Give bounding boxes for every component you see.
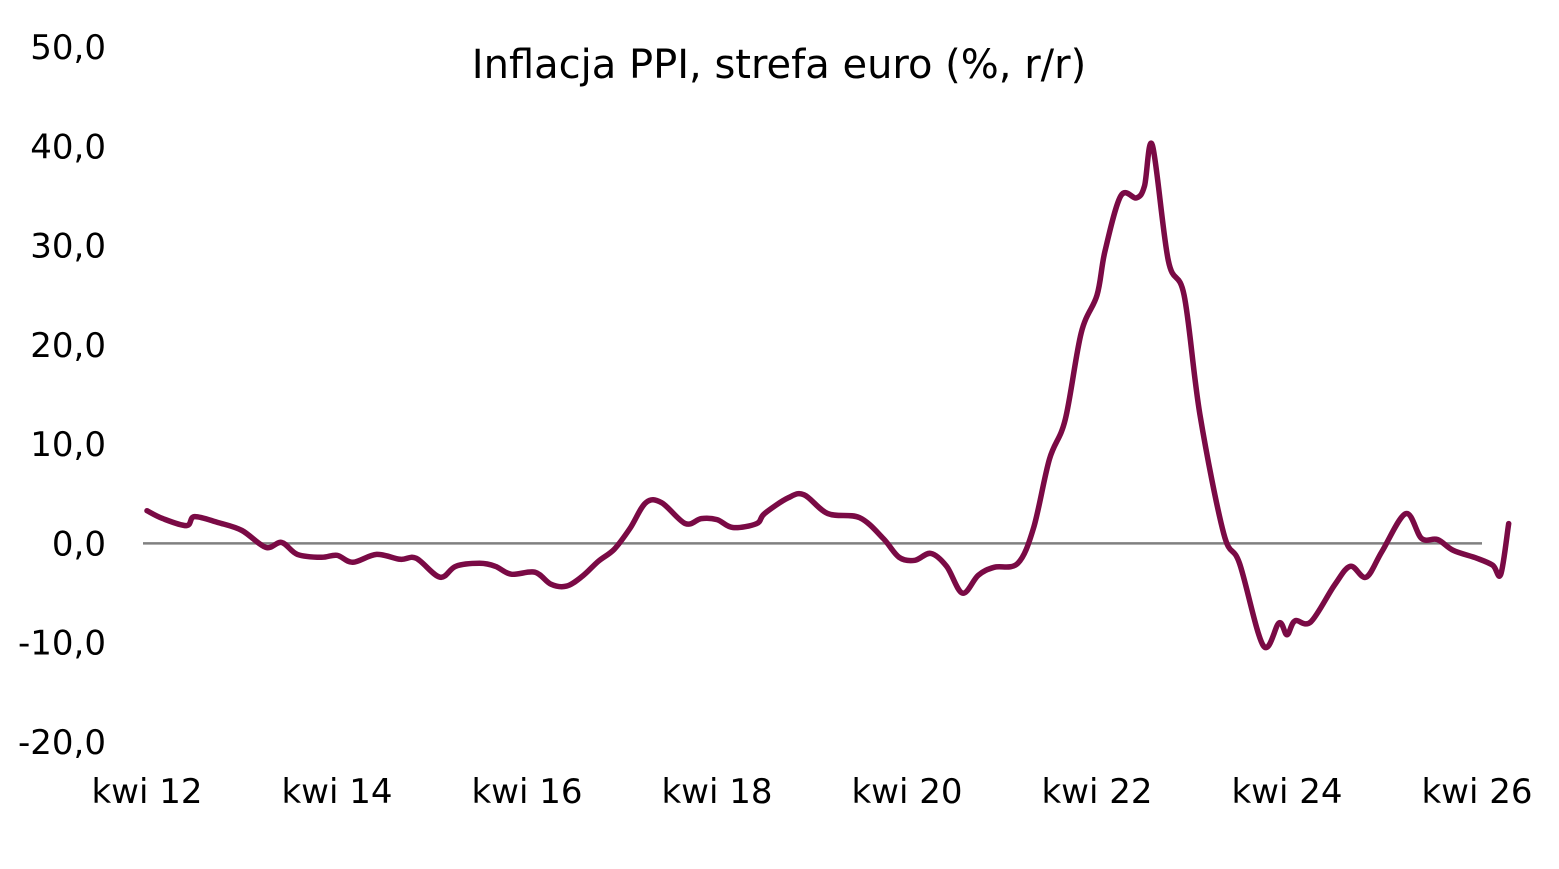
series-layer	[144, 140, 1512, 651]
x-axis: kwi 12 kwi 14 kwi 16 kwi 18 kwi 20 kwi 22 kwi …	[91, 772, 1532, 812]
x-tick-label: kwi 22	[1041, 772, 1152, 812]
x-tick-label: kwi 18	[661, 772, 772, 812]
y-tick-label: -20,0	[18, 723, 106, 763]
x-tick-label: kwi 12	[91, 772, 202, 812]
x-tick-label: kwi 14	[281, 772, 392, 812]
x-tick-label: kwi 20	[851, 772, 962, 812]
x-tick-label: kwi 26	[1421, 772, 1532, 812]
x-tick-label: kwi 16	[471, 772, 582, 812]
y-tick-label: 30,0	[30, 227, 106, 267]
chart-title: Inflacja PPI, strefa euro (%, r/r)	[472, 42, 1086, 88]
y-axis: -20,0 -10,0 0,0 10,0 20,0 30,0 40,0 50,0	[18, 28, 106, 763]
y-tick-label: 20,0	[30, 326, 106, 366]
x-tick-label: kwi 24	[1231, 772, 1342, 812]
y-tick-label: 0,0	[52, 524, 106, 564]
y-tick-label: 40,0	[30, 127, 106, 167]
y-tick-label: -10,0	[18, 624, 106, 664]
y-tick-label: 50,0	[30, 28, 106, 68]
y-tick-label: 10,0	[30, 425, 106, 465]
series-line	[144, 140, 1512, 651]
